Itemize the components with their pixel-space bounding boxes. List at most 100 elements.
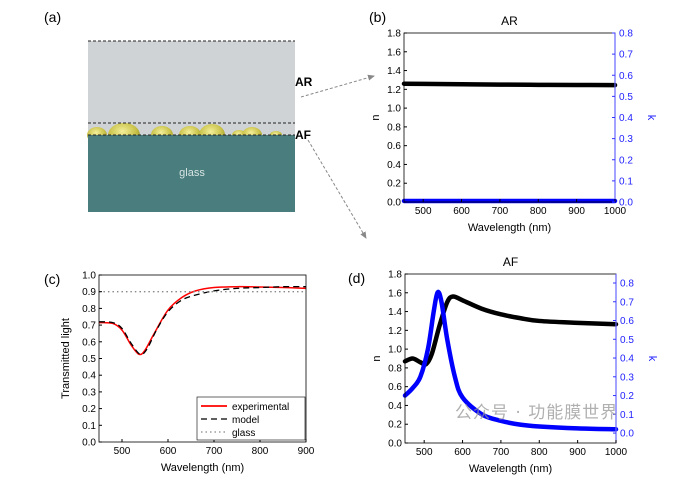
y2-tick-label: 0.3 (620, 372, 634, 383)
panel-label-a: (a) (44, 9, 61, 25)
chart-title: AF (503, 255, 518, 269)
panel-label-c: (c) (44, 271, 60, 287)
chart-title: AR (501, 14, 518, 28)
y2-tick-label: 0.8 (619, 29, 633, 40)
legend-label-experimental: experimental (232, 402, 289, 413)
y2-tick-label: 0.7 (619, 50, 633, 61)
y-tick-label: 0.2 (387, 179, 401, 190)
series-n-line (401, 81, 618, 88)
arrow-to-af (307, 139, 367, 239)
y-tick-label: 0.0 (387, 198, 401, 209)
y-tick-label: 0.0 (388, 439, 402, 450)
y2-tick-label: 0.2 (619, 155, 633, 166)
y2-tick-label: 0.8 (620, 279, 634, 290)
y2-tick-label: 0.3 (619, 134, 633, 145)
y-tick-label: 0.6 (388, 382, 402, 393)
x-tick-label: 700 (206, 446, 223, 457)
chart-d: 500 600 700 800 900 1000 0.0 0.2 0.4 0.6 0.8 1.0 1.2… (371, 255, 658, 475)
y-tick-label: 0.8 (388, 363, 402, 374)
x-tick-label: 800 (530, 206, 547, 217)
legend: experimental model glass (196, 396, 306, 441)
panel-label-b: (b) (369, 9, 386, 25)
y-tick-label: 1.0 (387, 104, 401, 115)
x-tick-label: 800 (252, 446, 269, 457)
x-tick-label: 700 (493, 447, 510, 458)
y2-axis-label: k (646, 356, 658, 362)
y-tick-label: 1.0 (388, 345, 402, 356)
y-tick-label: 0.5 (82, 354, 96, 365)
x-axis-label: Wavelength (nm) (469, 463, 552, 475)
y2-tick-label: 0.0 (620, 429, 634, 440)
panel-label-d: (d) (348, 270, 365, 286)
y2-tick-label: 0.7 (620, 297, 634, 308)
y2-tick-label: 0.6 (619, 71, 633, 82)
x-tick-label: 900 (298, 446, 315, 457)
y-tick-label: 1.8 (387, 29, 401, 40)
watermark: 公众号 · 功能膜世界 (455, 403, 619, 423)
y2-tick-label: 0.6 (620, 316, 634, 327)
x-tick-label: 900 (569, 447, 586, 458)
y-tick-label: 0.1 (82, 421, 96, 432)
y2-tick-label: 0.5 (619, 92, 633, 103)
y-tick-label: 0.7 (82, 321, 96, 332)
y-tick-label: 0.6 (387, 141, 401, 152)
ar-label: AR (295, 75, 313, 89)
x-tick-label: 600 (454, 447, 471, 458)
y-tick-label: 1.0 (82, 271, 96, 282)
chart-b: 500 600 700 800 900 10000.00.20.40.60.81.01.2… (370, 14, 657, 234)
y-tick-label: 1.8 (388, 270, 402, 281)
plot-frame (403, 32, 616, 203)
y-tick-label: 1.4 (388, 307, 402, 318)
x-tick-label: 700 (492, 206, 509, 217)
chart-c: 500 600 700 800 900 0.0 0.1 0.2 0.3 0.4 0.5 0.6 0.7 0… (60, 271, 315, 475)
y-axis-label: Transmitted light (60, 318, 72, 399)
y-tick-label: 0.3 (82, 387, 96, 398)
y-tick-label: 0.8 (82, 304, 96, 315)
layer-diagram: glass AR AF (87, 40, 375, 239)
y-tick-label: 1.2 (388, 326, 402, 337)
y-tick-label: 0.4 (388, 401, 402, 412)
y-tick-label: 1.6 (388, 288, 402, 299)
glass-substrate (88, 135, 295, 212)
af-label: AF (295, 128, 311, 142)
y-tick-label: 0.4 (387, 160, 401, 171)
x-tick-label: 600 (160, 446, 177, 457)
y2-tick-label: 0.5 (620, 335, 634, 346)
series-experimental-line (98, 285, 307, 356)
x-tick-label: 500 (114, 446, 131, 457)
glass-label: glass (179, 167, 205, 179)
y-axis-label: n (370, 114, 382, 120)
x-tick-label: 900 (568, 206, 585, 217)
y2-tick-label: 0.1 (620, 410, 634, 421)
legend-label-glass: glass (232, 428, 255, 439)
x-tick-label: 500 (415, 206, 432, 217)
y2-tick-label: 0.4 (620, 354, 634, 365)
arrow-to-ar (300, 74, 375, 98)
y2-axis-label: k (645, 115, 657, 121)
x-tick-label: 1000 (605, 447, 628, 458)
y2-tick-label: 0.2 (620, 391, 634, 402)
y-tick-label: 0.0 (82, 438, 96, 449)
legend-label-model: model (232, 415, 259, 426)
x-tick-label: 500 (416, 447, 433, 458)
series-n-line (402, 294, 619, 367)
y-tick-label: 1.4 (387, 66, 401, 77)
y-tick-label: 0.2 (82, 404, 96, 415)
y-tick-label: 0.8 (387, 122, 401, 133)
y-tick-label: 1.6 (387, 47, 401, 58)
y-axis-label: n (371, 355, 383, 361)
x-axis-label: Wavelength (nm) (161, 462, 244, 474)
y-tick-label: 0.2 (388, 420, 402, 431)
y-tick-label: 0.9 (82, 287, 96, 298)
y-tick-label: 0.6 (82, 337, 96, 348)
y2-tick-label: 0.0 (619, 198, 633, 209)
series-k-line (402, 289, 619, 432)
x-tick-label: 800 (531, 447, 548, 458)
x-axis-label: Wavelength (nm) (468, 222, 551, 234)
x-tick-label: 600 (453, 206, 470, 217)
y-tick-label: 0.4 (82, 371, 96, 382)
y2-tick-label: 0.4 (619, 113, 633, 124)
y-tick-label: 1.2 (387, 85, 401, 96)
